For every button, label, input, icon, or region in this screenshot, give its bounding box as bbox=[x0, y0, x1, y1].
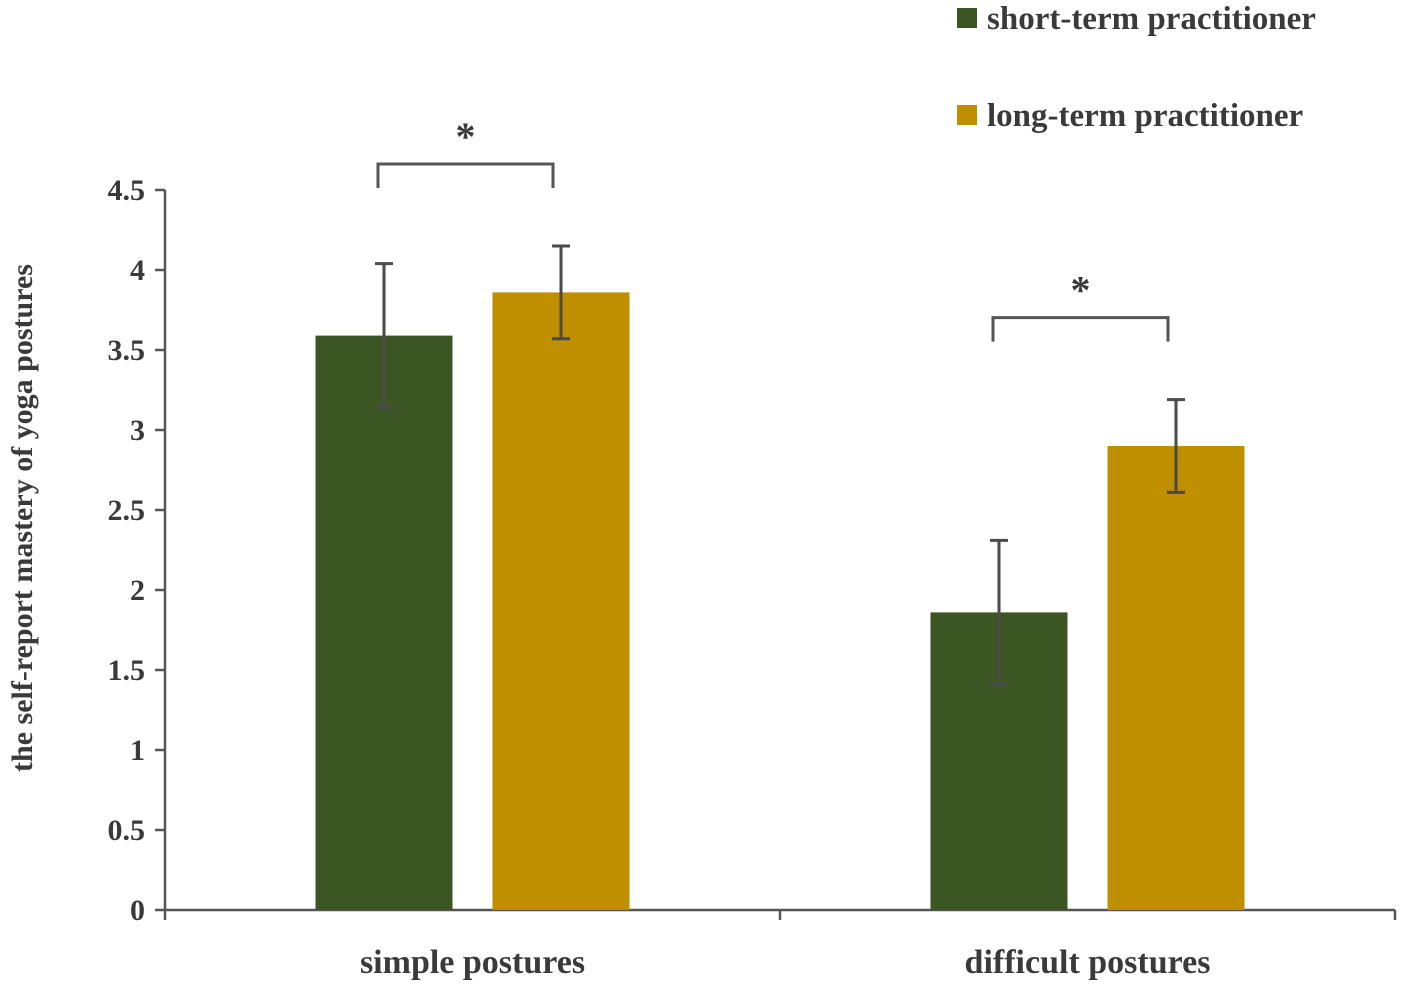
error-bars bbox=[375, 244, 1185, 686]
y-tick-label: 2.5 bbox=[108, 494, 146, 527]
y-tick-label: 3 bbox=[130, 414, 145, 447]
legend-swatch bbox=[957, 8, 977, 28]
legend: short-term practitioner long-term practit… bbox=[957, 1, 1316, 134]
significance-bracket bbox=[376, 162, 555, 188]
bar bbox=[1107, 446, 1245, 910]
bars bbox=[315, 292, 1245, 911]
bar bbox=[315, 335, 453, 911]
significance-star: * bbox=[456, 114, 476, 159]
y-tick-label: 4 bbox=[130, 254, 145, 287]
y-tick-label: 0 bbox=[130, 894, 145, 927]
legend-label: short-term practitioner bbox=[987, 1, 1316, 37]
significance-star: * bbox=[1071, 268, 1091, 313]
x-tick-label: difficult postures bbox=[965, 944, 1211, 981]
significance-markers: ** bbox=[376, 114, 1170, 342]
y-tick-label: 1 bbox=[130, 734, 145, 767]
y-axis-label: the self-report mastery of yoga postures bbox=[6, 264, 39, 772]
y-tick-label: 2 bbox=[130, 574, 145, 607]
legend-label: long-term practitioner bbox=[987, 98, 1303, 134]
y-tick-label: 4.5 bbox=[108, 174, 146, 207]
y-tick-label: 3.5 bbox=[108, 334, 146, 367]
y-tick-label: 1.5 bbox=[108, 654, 146, 687]
significance-bracket bbox=[991, 316, 1170, 342]
x-tick-label: simple postures bbox=[360, 944, 585, 981]
bar bbox=[492, 292, 630, 910]
y-tick-label: 0.5 bbox=[108, 814, 146, 847]
y-axis: 0 0.5 1 1.5 2 2.5 3 3.5 4 4.5 bbox=[108, 174, 167, 927]
x-axis: simple postures difficult postures bbox=[163, 908, 1397, 981]
legend-swatch bbox=[957, 105, 977, 125]
